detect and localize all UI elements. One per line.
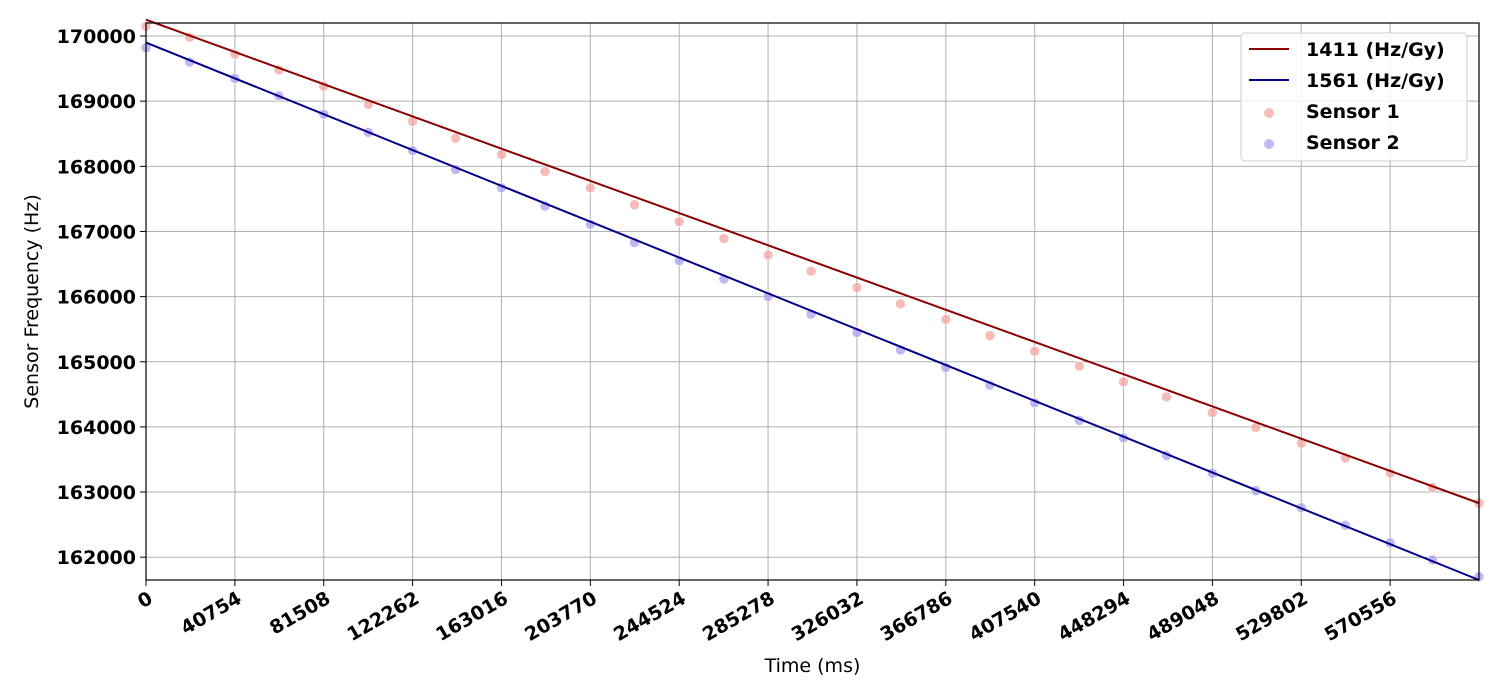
sensor-1-point xyxy=(629,199,640,211)
sensor-1-point xyxy=(1029,346,1040,357)
y-tick-label: 164000 xyxy=(57,417,136,439)
sensor-1-point xyxy=(984,330,996,342)
sensor-1-point xyxy=(805,265,817,277)
x-tick-label: 366786 xyxy=(877,587,957,646)
sensor-1-point xyxy=(895,298,906,310)
x-tick-label: 0 xyxy=(134,587,156,613)
legend-marker-swatch xyxy=(1264,139,1274,149)
y-tick-label: 170000 xyxy=(57,26,136,48)
sensor-1-point xyxy=(940,314,952,325)
y-axis-title: Sensor Frequency (Hz) xyxy=(21,194,43,408)
y-tick-label: 166000 xyxy=(57,287,136,309)
legend-label: 1411 (Hz/Gy) xyxy=(1306,39,1445,61)
sensor-1-point xyxy=(539,166,551,177)
sensor-1-point xyxy=(1161,391,1172,403)
x-tick-label: 81508 xyxy=(266,587,334,639)
y-tick-label: 168000 xyxy=(57,156,136,178)
x-tick-label: 40754 xyxy=(177,587,245,639)
sensor-1-point xyxy=(1073,361,1085,372)
sensor-1-point xyxy=(496,149,507,160)
plot-frame xyxy=(145,22,1480,581)
x-axis-title: Time (ms) xyxy=(764,655,861,677)
sensor-1-point xyxy=(1118,376,1129,388)
legend-label: Sensor 2 xyxy=(1306,132,1400,154)
axis-ticks: 0 40754 81508 122262 163016 203770 244524 28527… xyxy=(57,26,1401,646)
legend: 1411 (Hz/Gy) 1561 (Hz/Gy) Sensor 1 Sensor 2 xyxy=(1240,32,1468,162)
x-tick-label: 203770 xyxy=(521,587,601,646)
x-tick-label: 244524 xyxy=(610,587,690,646)
legend-marker-swatch xyxy=(1264,108,1274,118)
sensor-1-point xyxy=(1207,407,1218,418)
legend-box xyxy=(1240,32,1468,162)
sensor-1-point xyxy=(673,216,685,227)
x-tick-label: 285278 xyxy=(699,587,779,646)
y-tick-label: 162000 xyxy=(57,547,136,569)
x-tick-label: 326032 xyxy=(788,587,868,646)
fit-lines xyxy=(145,18,1480,581)
y-tick-label: 165000 xyxy=(57,352,136,374)
x-tick-label: 163016 xyxy=(432,587,512,646)
x-tick-label: 570556 xyxy=(1321,587,1401,646)
legend-label: Sensor 1 xyxy=(1306,101,1400,123)
x-tick-label: 407540 xyxy=(965,587,1045,646)
sensor-1-point xyxy=(851,282,863,293)
sensor-1-point xyxy=(450,133,461,144)
x-tick-label: 448294 xyxy=(1054,587,1134,646)
fit-line-1 xyxy=(145,18,1480,505)
sensor-1-point xyxy=(718,233,730,244)
y-tick-label: 167000 xyxy=(57,221,136,243)
x-tick-label: 489048 xyxy=(1143,587,1223,646)
fit-line-2 xyxy=(145,41,1480,581)
x-tick-label: 529802 xyxy=(1232,587,1312,646)
x-tick-label: 122262 xyxy=(343,587,423,646)
sensor-1-point xyxy=(762,249,774,261)
y-tick-label: 163000 xyxy=(57,482,136,504)
sensor-1-point xyxy=(585,182,596,194)
y-tick-label: 169000 xyxy=(57,91,136,113)
legend-label: 1561 (Hz/Gy) xyxy=(1306,70,1445,92)
